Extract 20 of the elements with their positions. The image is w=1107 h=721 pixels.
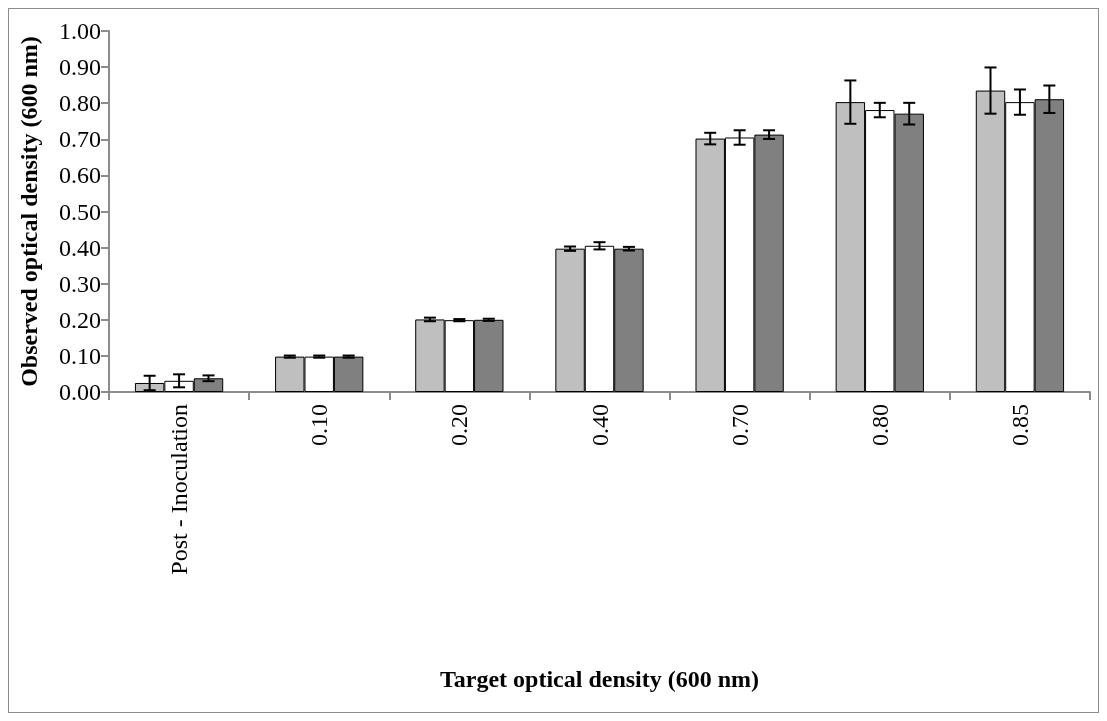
y-tick-label: 0.40 xyxy=(59,234,101,261)
y-tick-label: 0.20 xyxy=(59,306,101,333)
x-axis-title: Target optical density (600 nm) xyxy=(439,666,760,692)
x-tick-label: 0.20 xyxy=(446,404,473,446)
y-tick-label: 0.70 xyxy=(59,126,101,153)
y-tick-label: 0.00 xyxy=(59,379,101,405)
x-tick-label: Post - Inoculation xyxy=(166,404,193,575)
y-axis-title: Observed optical density (600 nm) xyxy=(16,36,42,387)
x-tick-label: 0.80 xyxy=(866,404,893,446)
y-tick-label: 0.30 xyxy=(59,270,101,297)
x-tick-label: 0.70 xyxy=(726,404,753,446)
x-tick-label: 0.85 xyxy=(1006,404,1033,446)
x-tick-label: 0.10 xyxy=(306,404,333,446)
y-tick-label: 0.80 xyxy=(59,90,101,117)
y-tick-label: 0.60 xyxy=(59,162,101,189)
x-tick-label: 0.40 xyxy=(586,404,613,446)
y-tick-label: 1.00 xyxy=(59,18,101,44)
y-tick-label: 0.90 xyxy=(59,54,101,81)
y-tick-label: 0.50 xyxy=(59,198,101,225)
y-tick-label: 0.10 xyxy=(59,342,101,369)
